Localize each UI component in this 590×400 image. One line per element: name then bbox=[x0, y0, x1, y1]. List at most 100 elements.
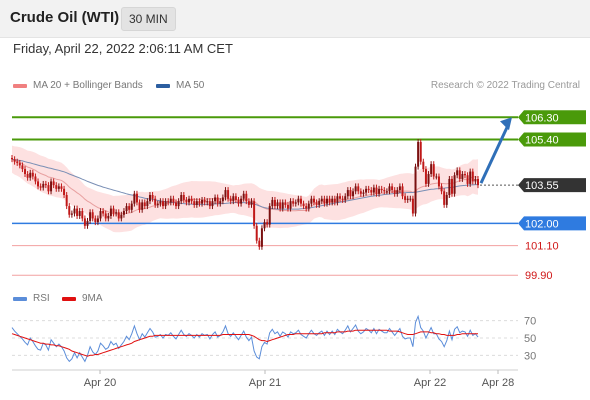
legend-rsi-label: RSI bbox=[33, 293, 50, 304]
candle bbox=[70, 213, 73, 215]
candle bbox=[372, 187, 375, 193]
candle bbox=[440, 186, 443, 192]
candle bbox=[89, 212, 92, 221]
candle bbox=[115, 212, 118, 214]
candle bbox=[404, 196, 407, 200]
level-tag-103.55 bbox=[518, 178, 586, 193]
candle bbox=[323, 198, 326, 204]
candle bbox=[159, 201, 162, 204]
candle bbox=[177, 201, 180, 207]
candle bbox=[214, 197, 217, 202]
candle bbox=[76, 208, 79, 216]
candle bbox=[380, 188, 383, 191]
legend-ma50-label: MA 50 bbox=[176, 80, 205, 91]
candle bbox=[375, 187, 378, 194]
candle bbox=[211, 201, 214, 207]
candle bbox=[247, 201, 250, 205]
rsi-tick-label-70: 70 bbox=[524, 316, 536, 328]
candle bbox=[175, 202, 178, 207]
candle bbox=[320, 198, 323, 202]
candle bbox=[55, 185, 58, 189]
candle bbox=[99, 211, 102, 219]
candle bbox=[302, 203, 305, 207]
candle bbox=[406, 198, 409, 200]
candle bbox=[180, 195, 183, 202]
candle bbox=[31, 172, 34, 177]
candle bbox=[37, 181, 40, 187]
candle bbox=[349, 190, 352, 197]
candle bbox=[367, 188, 370, 191]
candle bbox=[42, 183, 45, 188]
candle bbox=[221, 197, 224, 202]
candle bbox=[172, 198, 175, 203]
candle bbox=[198, 201, 201, 204]
candle bbox=[91, 212, 94, 219]
candle bbox=[250, 201, 253, 205]
candle bbox=[435, 176, 438, 178]
candle bbox=[86, 220, 89, 226]
candle bbox=[164, 201, 167, 207]
candle bbox=[417, 141, 420, 167]
candle bbox=[39, 186, 42, 188]
candle bbox=[135, 193, 138, 203]
candle bbox=[339, 196, 342, 199]
candle bbox=[354, 186, 357, 192]
legend-ma50: MA 50 bbox=[156, 80, 204, 91]
level-label-105.40: 105.40 bbox=[525, 134, 559, 146]
candle bbox=[78, 211, 81, 216]
candle bbox=[430, 164, 433, 175]
candle bbox=[143, 202, 146, 207]
candle bbox=[185, 199, 188, 203]
candle bbox=[427, 174, 430, 184]
candle bbox=[276, 202, 279, 207]
candle bbox=[307, 203, 310, 209]
candle bbox=[391, 186, 394, 191]
candle bbox=[466, 175, 469, 184]
candle bbox=[138, 202, 141, 210]
candle bbox=[21, 165, 24, 170]
candle bbox=[148, 195, 151, 202]
x-tick-label-Apr-22: Apr 22 bbox=[414, 377, 446, 389]
candle bbox=[268, 206, 271, 225]
level-tag-106.30 bbox=[518, 110, 586, 125]
candle bbox=[29, 172, 32, 178]
rsi-tick-label-30: 30 bbox=[524, 350, 536, 362]
candle bbox=[52, 181, 55, 186]
x-tick-label-Apr-21: Apr 21 bbox=[249, 377, 281, 389]
candle bbox=[154, 198, 157, 205]
candle bbox=[146, 201, 149, 207]
candle bbox=[396, 190, 399, 194]
x-tick-label-Apr-28: Apr 28 bbox=[482, 377, 514, 389]
candle bbox=[102, 211, 105, 214]
level-label-106.30: 106.30 bbox=[525, 112, 559, 124]
candle bbox=[370, 190, 373, 193]
candle bbox=[297, 198, 300, 203]
candle bbox=[109, 208, 112, 216]
candle bbox=[326, 198, 329, 204]
timeframe-button[interactable]: 30 MIN bbox=[121, 7, 176, 31]
candle bbox=[292, 201, 295, 204]
candle bbox=[312, 198, 315, 203]
candle bbox=[206, 201, 209, 203]
candle bbox=[208, 201, 211, 207]
candle bbox=[328, 198, 331, 203]
candle bbox=[224, 190, 227, 198]
legend-rsi: RSI bbox=[13, 293, 50, 304]
candle bbox=[448, 178, 451, 195]
candle bbox=[128, 206, 131, 210]
level-label-102.00: 102.00 bbox=[525, 218, 559, 230]
candle bbox=[96, 218, 99, 223]
candle bbox=[242, 193, 245, 199]
candle bbox=[94, 218, 97, 223]
candle bbox=[344, 196, 347, 200]
candle bbox=[401, 186, 404, 197]
credit-text: Research © 2022 Trading Central bbox=[430, 80, 580, 91]
legend-9ma-label: 9MA bbox=[82, 293, 103, 304]
candle bbox=[273, 199, 276, 207]
candles bbox=[11, 138, 479, 250]
candle bbox=[424, 169, 427, 184]
level-tag-105.40 bbox=[518, 132, 586, 147]
candle bbox=[385, 191, 388, 193]
candle bbox=[453, 175, 456, 194]
